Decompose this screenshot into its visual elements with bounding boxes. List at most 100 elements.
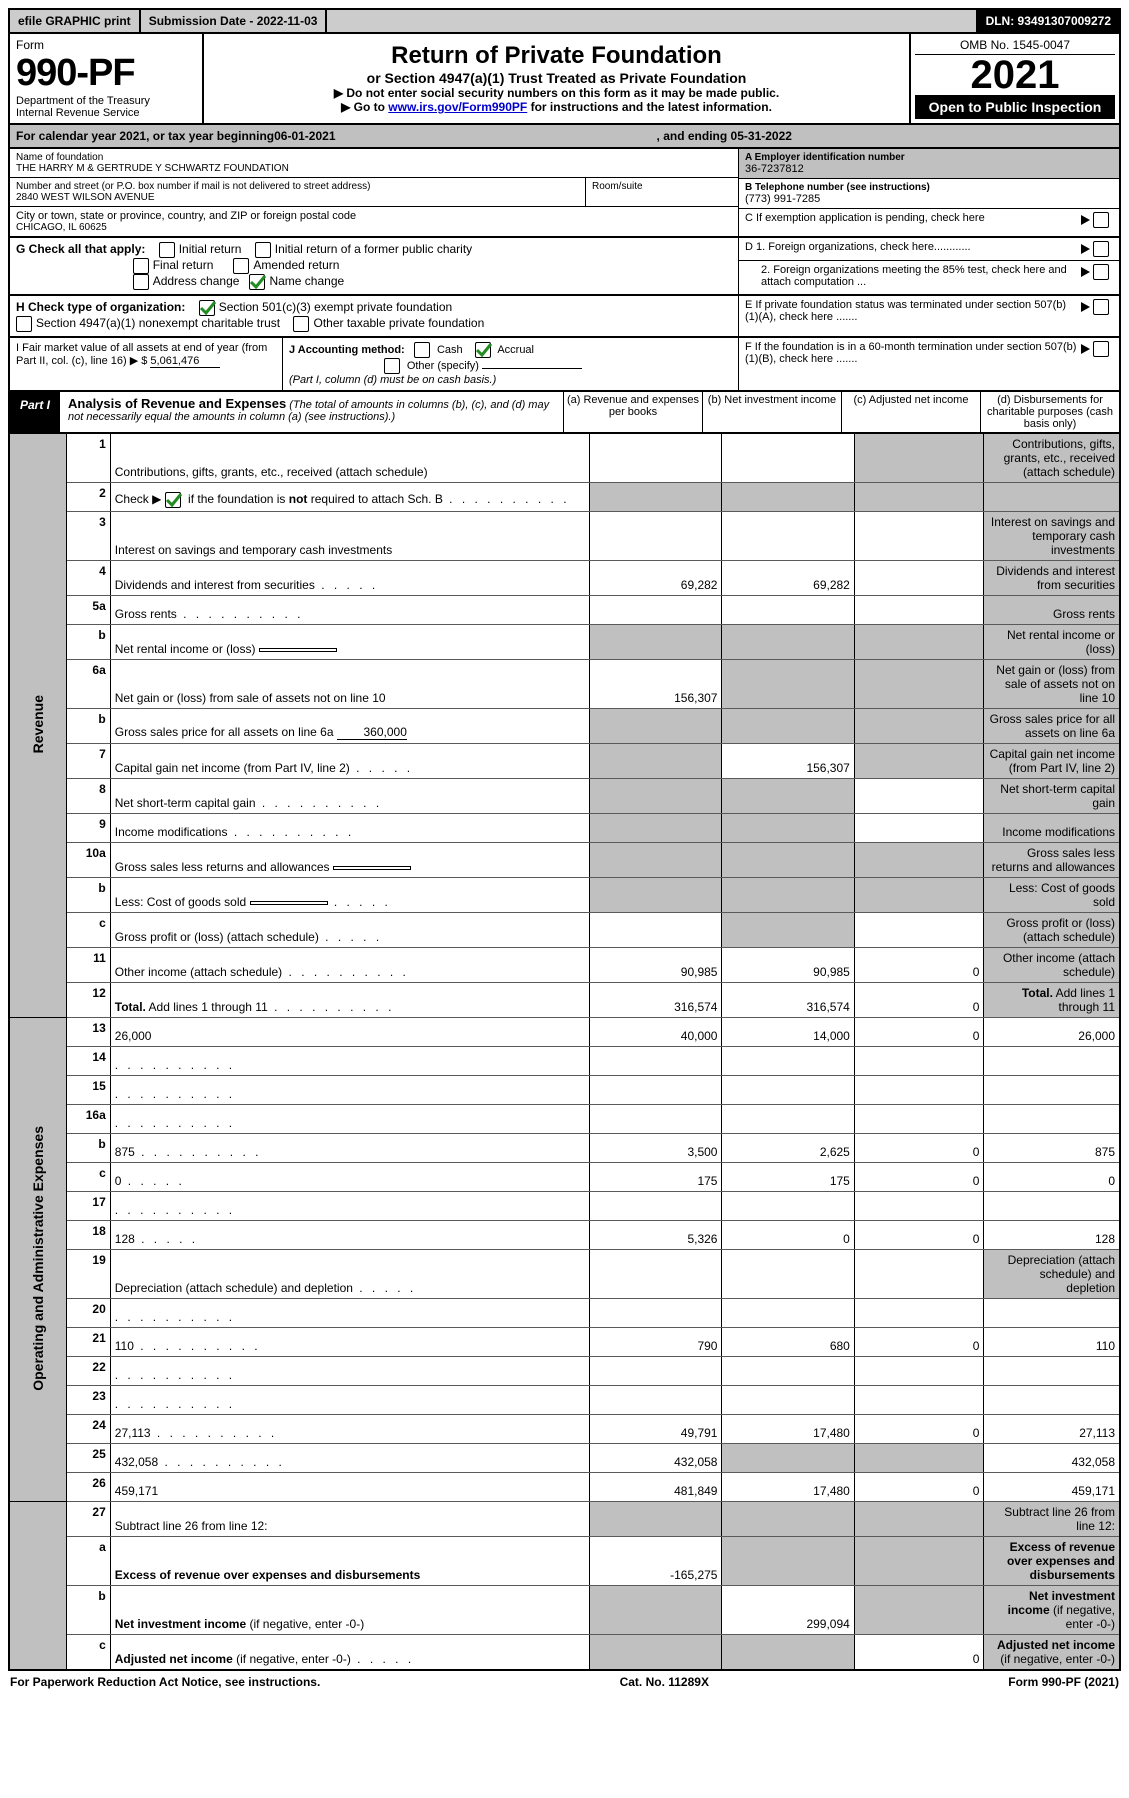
i-box: I Fair market value of all assets at end…	[10, 338, 283, 390]
d2-row: 2. Foreign organizations meeting the 85%…	[739, 261, 1119, 291]
table-row: 15	[9, 1076, 1120, 1105]
cb-final[interactable]	[133, 258, 149, 274]
e-checkbox[interactable]	[1093, 299, 1109, 315]
d1-checkbox[interactable]	[1093, 241, 1109, 257]
row-num: 17	[67, 1192, 111, 1221]
cell-b	[722, 1076, 854, 1105]
cb-addr-change[interactable]	[133, 274, 149, 290]
cb-other-tax[interactable]	[293, 316, 309, 332]
d2-checkbox[interactable]	[1093, 264, 1109, 280]
cell-c: 0	[854, 1018, 984, 1047]
form-number: 990-PF	[16, 52, 196, 95]
f-checkbox[interactable]	[1093, 341, 1109, 357]
ein-value: 36-7237812	[745, 163, 1113, 175]
cal-begin: 06-01-2021	[274, 129, 335, 143]
row-num: b	[67, 709, 111, 744]
f-label: F If the foundation is in a 60-month ter…	[745, 341, 1077, 365]
cb-initial[interactable]	[159, 242, 175, 258]
cb-501c3[interactable]	[199, 300, 215, 316]
cell-a	[589, 1047, 722, 1076]
city-box: City or town, state or province, country…	[10, 207, 738, 236]
footer-right: Form 990-PF (2021)	[1008, 1675, 1119, 1689]
irs-label: Internal Revenue Service	[16, 107, 196, 119]
cb-other-method[interactable]	[384, 358, 400, 374]
h-section: H Check type of organization: Section 50…	[10, 296, 738, 336]
cb-4947[interactable]	[16, 316, 32, 332]
cb-amended[interactable]	[233, 258, 249, 274]
table-row: 14	[9, 1047, 1120, 1076]
cell-b: 175	[722, 1163, 854, 1192]
cell-a	[589, 1250, 722, 1299]
cell-c	[854, 744, 984, 779]
row-num: 23	[67, 1386, 111, 1415]
table-row: 20	[9, 1299, 1120, 1328]
table-row: bNet investment income (if negative, ent…	[9, 1586, 1120, 1635]
e-check	[1077, 299, 1113, 323]
c-checkbox[interactable]	[1093, 212, 1109, 228]
row-desc: Gross sales less returns and allowances	[110, 843, 589, 878]
j-other: Other (specify)	[407, 360, 479, 372]
cb-cash[interactable]	[414, 342, 430, 358]
row-num: 27	[67, 1502, 111, 1537]
table-row: 26459,171481,84917,4800459,171	[9, 1473, 1120, 1502]
calendar-year-bar: For calendar year 2021, or tax year begi…	[8, 125, 1121, 149]
row-desc: 27,113	[110, 1415, 589, 1444]
check-icon	[249, 273, 267, 291]
cell-a: 69,282	[589, 561, 722, 596]
cal-end: 05-31-2022	[731, 129, 792, 143]
cell-a: 316,574	[589, 983, 722, 1018]
cb-initial-former[interactable]	[255, 242, 271, 258]
j-note: (Part I, column (d) must be on cash basi…	[289, 374, 496, 386]
cell-d: Income modifications	[984, 814, 1120, 843]
row-desc	[110, 1047, 589, 1076]
cell-a	[589, 512, 722, 561]
cell-c	[854, 1299, 984, 1328]
cell-d: Total. Add lines 1 through 11	[984, 983, 1120, 1018]
cell-d: Gross profit or (loss) (attach schedule)	[984, 913, 1120, 948]
row-desc: Gross sales price for all assets on line…	[110, 709, 589, 744]
table-row: aExcess of revenue over expenses and dis…	[9, 1537, 1120, 1586]
cal-mid: , and ending 05-31-2022	[336, 129, 1114, 143]
table-row: 25432,058432,058432,058	[9, 1444, 1120, 1473]
row-desc: Capital gain net income (from Part IV, l…	[110, 744, 589, 779]
part1-label: Part I	[10, 392, 60, 432]
e-label: E If private foundation status was termi…	[745, 299, 1077, 323]
cell-c	[854, 878, 984, 913]
cell-c: 0	[854, 983, 984, 1018]
h-4947: Section 4947(a)(1) nonexempt charitable …	[36, 316, 280, 330]
foundation-name: THE HARRY M & GERTRUDE Y SCHWARTZ FOUNDA…	[16, 163, 732, 174]
cb-accrual[interactable]	[475, 342, 491, 358]
cell-a: 90,985	[589, 948, 722, 983]
footer-right-pre: Form	[1008, 1675, 1041, 1689]
ij-section: I Fair market value of all assets at end…	[10, 338, 738, 390]
cb-name-change[interactable]	[249, 274, 265, 290]
ijf-block: I Fair market value of all assets at end…	[8, 338, 1121, 392]
cell-d: Interest on savings and temporary cash i…	[984, 512, 1120, 561]
cell-b	[722, 434, 854, 483]
cell-c	[854, 1386, 984, 1415]
cell-b	[722, 1192, 854, 1221]
cell-b	[722, 1635, 854, 1671]
exemption-pending: C If exemption application is pending, c…	[739, 209, 1119, 231]
row-num: 10a	[67, 843, 111, 878]
arrow-icon	[1081, 302, 1090, 312]
cell-a	[589, 1635, 722, 1671]
cell-b	[722, 843, 854, 878]
form-header: Form 990-PF Department of the Treasury I…	[8, 34, 1121, 125]
form-link[interactable]: www.irs.gov/Form990PF	[388, 100, 527, 114]
table-row: 4Dividends and interest from securities6…	[9, 561, 1120, 596]
cell-b: 17,480	[722, 1415, 854, 1444]
inline-checkbox[interactable]	[165, 492, 181, 508]
check-icon	[475, 341, 493, 359]
row-desc: Total. Add lines 1 through 11	[110, 983, 589, 1018]
row-num: 14	[67, 1047, 111, 1076]
row-desc: Net rental income or (loss)	[110, 625, 589, 660]
g-section: G Check all that apply: Initial return I…	[10, 238, 738, 294]
row-desc: 875	[110, 1134, 589, 1163]
h-e-block: H Check type of organization: Section 50…	[8, 296, 1121, 338]
table-row: 22	[9, 1357, 1120, 1386]
row-num: 21	[67, 1328, 111, 1357]
cell-a	[589, 814, 722, 843]
table-row: 2427,11349,79117,480027,113	[9, 1415, 1120, 1444]
cell-c	[854, 1502, 984, 1537]
